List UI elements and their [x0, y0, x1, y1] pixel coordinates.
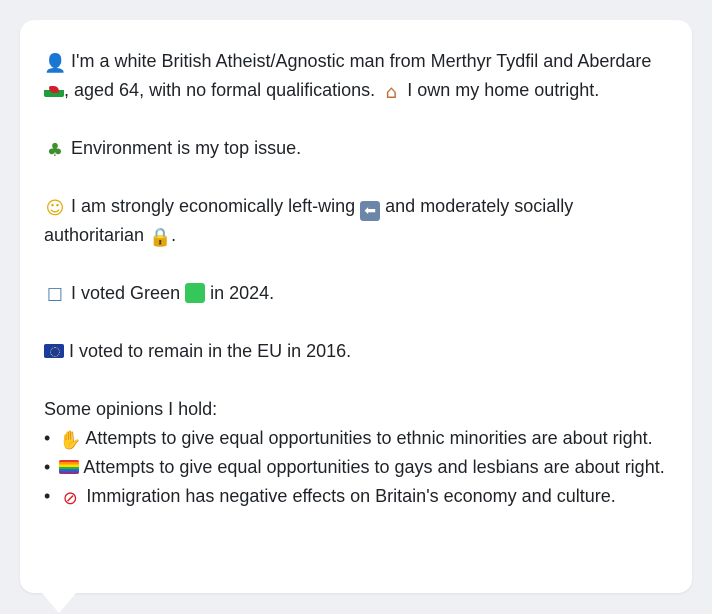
economic-text-before: I am strongly economically left-wing	[71, 196, 356, 216]
left-arrow-icon: ⬅	[360, 201, 381, 221]
top-issue-paragraph: ♣ Environment is my top issue.	[44, 134, 670, 163]
opinion-text: Attempts to give equal opportunities to …	[85, 428, 653, 448]
economic-paragraph: ☺ I am strongly economically left-wing ⬅…	[44, 192, 670, 250]
vote-2024-text-before: I voted Green	[71, 283, 181, 303]
intro-paragraph: 👤 I'm a white British Atheist/Agnostic m…	[44, 47, 670, 105]
bullet: •	[44, 457, 51, 477]
bullet: •	[44, 486, 51, 506]
green-square-icon	[185, 283, 206, 303]
ballot-box-icon: ☐	[46, 285, 64, 306]
opinion-item: • Attempts to give equal opportunities t…	[44, 453, 670, 482]
opinion-item: • ✋ Attempts to give equal opportunities…	[44, 424, 670, 453]
bullet: •	[44, 428, 51, 448]
speech-bubble-tail	[42, 593, 76, 613]
opinions-heading: Some opinions I hold:	[44, 399, 218, 419]
top-issue-text: Environment is my top issue.	[71, 138, 302, 158]
thinking-face-icon: ☺	[45, 198, 65, 219]
economic-text-after: and moderately socially authoritarian	[44, 196, 574, 245]
eu-vote-text: I voted to remain in the EU in 2016.	[69, 341, 352, 361]
vote-2024-paragraph: ☐ I voted Green in 2024.	[44, 279, 670, 308]
vote-2024-text-after: in 2024.	[210, 283, 275, 303]
person-icon: 👤	[44, 53, 67, 74]
lock-icon: 🔒	[149, 227, 172, 248]
house-icon: ⌂	[385, 82, 397, 103]
handshake-icon: ✋	[59, 430, 82, 451]
intro-text-home: I own my home outright.	[407, 80, 600, 100]
prohibited-icon: ⊘	[62, 488, 78, 509]
eu-flag-icon	[44, 344, 64, 358]
intro-text: I'm a white British Atheist/Agnostic man…	[71, 51, 652, 71]
eu-vote-paragraph: I voted to remain in the EU in 2016.	[44, 337, 670, 366]
intro-text-age: , aged 64, with no formal qualifications…	[64, 80, 376, 100]
opinions-section: Some opinions I hold: • ✋ Attempts to gi…	[44, 395, 670, 511]
opinion-text: Attempts to give equal opportunities to …	[83, 457, 665, 477]
opinion-item: • ⊘ Immigration has negative effects on …	[44, 482, 670, 511]
opinion-text: Immigration has negative effects on Brit…	[86, 486, 616, 506]
economic-period: .	[171, 225, 177, 245]
rainbow-flag-icon	[59, 460, 80, 474]
tree-icon: ♣	[46, 140, 64, 161]
profile-card: 👤 I'm a white British Atheist/Agnostic m…	[20, 20, 692, 593]
wales-flag-icon	[44, 83, 64, 97]
